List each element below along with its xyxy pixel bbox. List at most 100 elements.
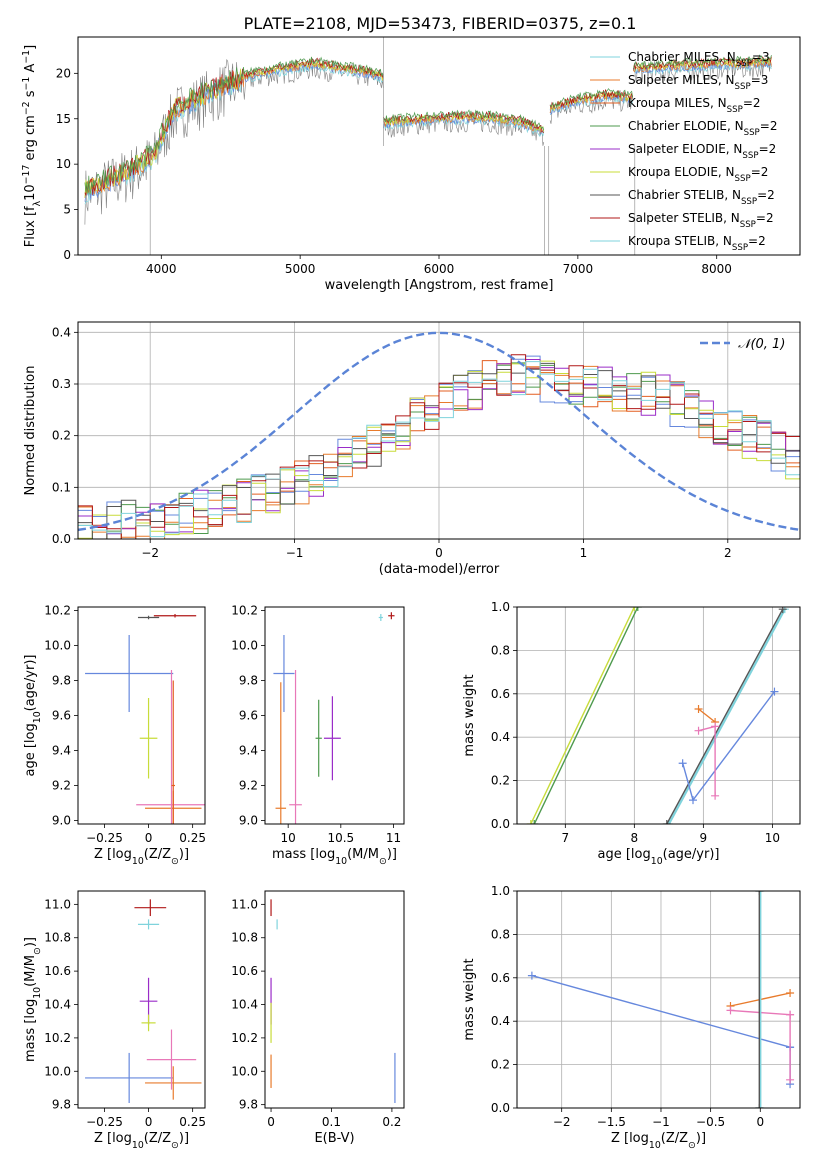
y-tick-label: 10.2 [231,604,258,618]
plot-area [273,612,395,824]
plus-marker [694,726,703,735]
y-tick-label: 9.8 [239,674,258,688]
plus-marker [786,1075,795,1084]
y-tick-label: 9.4 [239,744,258,758]
y-tick-label: 10.8 [44,931,71,945]
plot-area [84,37,772,255]
plus-marker [630,607,639,611]
x-tick-label: −2 [553,1115,571,1129]
plus-marker [756,1104,765,1108]
y-axis-label: age [log10(age/yr)] [23,655,43,777]
x-axis-label: wavelength [Angstrom, rest frame] [325,278,554,293]
plot-area [270,899,396,1103]
y-tick-label: 10.4 [231,998,258,1012]
axes-frame [77,606,206,825]
y-tick-label: 20 [56,66,71,80]
x-tick-label: 4000 [146,262,177,276]
weight-line-kroupa_stelib [667,608,786,824]
x-axis-label: (data-model)/error [379,562,500,577]
axes-frame [264,890,405,1109]
weight-line-chabrier_elodie [533,607,639,824]
plot-area [527,891,795,1108]
y-axis-label: mass weight [462,958,477,1040]
y-tick-label: 9.6 [239,709,258,723]
x-tick-label: 0 [145,1115,153,1129]
y-tick-label: 9.8 [52,1098,71,1112]
legend-entry: Kroupa STELIB, NSSP=2 [628,234,766,253]
legend-entry: Chabrier MILES, NSSP=3 [628,50,770,69]
chart-age-vs-Z: −0.25 0 0.25 9.0 9.2 9.4 9.6 9.8 10.0 10.2 Z [log1… [23,604,206,867]
x-tick-label: 1 [580,546,588,560]
x-tick-label: 0.25 [179,831,206,845]
y-tick-label: 9.0 [52,814,71,828]
legend-entry: Chabrier STELIB, NSSP=2 [628,188,775,207]
y-tick-label: 5 [63,203,71,217]
y-tick-label: 0.0 [491,1101,510,1115]
x-tick-label: 2 [724,546,732,560]
chart-age-vs-mass: 10 10.5 11 9.0 9.2 9.4 9.6 9.8 10.0 10.2 mass [log… [231,604,405,867]
spectrum-line-chabrier_elodie [84,54,772,195]
y-tick-label: 0.4 [52,325,71,339]
x-tick-label: 0.1 [322,1115,341,1129]
chart-massweight-vs-Z: −2 −1.5 −1 −0.5 0 0.0 0.2 0.4 0.6 0.8 1.0 Z [log10(… [462,884,801,1151]
x-tick-label: 0.2 [382,1115,401,1129]
chart-spectrum: 4000 5000 6000 7000 8000 0 5 10 15 20 wavelength [… [21,36,801,293]
x-tick-label: 7 [561,831,569,845]
plot-area [85,614,205,824]
x-tick-label: 10.5 [327,831,354,845]
chart-mass-vs-EBV: 0 0.1 0.2 9.8 10.0 10.2 10.4 10.6 10.8 11.0 E(B-V) [231,890,405,1146]
y-tick-label: 0.1 [52,480,71,494]
y-tick-label: 0.6 [491,971,510,985]
y-tick-label: 10.2 [231,1031,258,1045]
y-tick-label: 9.8 [239,1098,258,1112]
plus-marker [711,791,720,800]
x-tick-label: 0 [435,546,443,560]
x-tick-label: 9 [700,831,708,845]
chart-mass-vs-Z: −0.25 0 0.25 9.8 10.0 10.2 10.4 10.6 10.8 11.0 Z [… [23,890,206,1151]
plus-marker [711,722,720,731]
x-tick-label: 0.25 [179,1115,206,1129]
x-axis-label: age [log10(age/yr)] [598,847,720,867]
y-tick-label: 1.0 [491,600,510,614]
y-tick-label: 9.8 [52,674,71,688]
y-tick-label: 0.4 [491,1014,510,1028]
x-tick-label: −0.25 [86,1115,123,1129]
y-tick-label: 1.0 [491,884,510,898]
legend-entry: Chabrier ELODIE, NSSP=2 [628,119,777,138]
x-axis-label: Z [log10(Z/Z⊙)] [94,847,189,867]
plus-marker [662,820,671,824]
y-tick-label: 10.6 [44,964,71,978]
spectrum-line-data_grey [84,56,772,225]
legend-entry: Kroupa MILES, NSSP=2 [628,96,761,115]
y-axis-label: Flux [fλ10−17 erg cm−2 s−1 A−1] [21,45,43,247]
y-tick-label: 9.0 [239,814,258,828]
plot-area [85,899,202,1103]
weight-line-kroupa_elodie [530,607,635,824]
weight-line-chabrier_stelib [666,608,784,824]
x-tick-label: −1 [652,1115,670,1129]
x-tick-label: 7000 [563,262,594,276]
weight-line-chabrier_miles [531,974,791,1048]
legend-entry: Salpeter STELIB, NSSP=2 [628,211,774,230]
y-tick-label: 0.8 [491,927,510,941]
y-tick-label: 10.2 [44,604,71,618]
legend-entry: Salpeter ELODIE, NSSP=2 [628,142,776,161]
y-tick-label: 11.0 [44,897,71,911]
x-tick-label: 10 [765,831,780,845]
plus-marker [726,1006,735,1015]
plot-area [78,331,800,539]
weight-line-salpeter_miles [698,708,716,723]
plus-marker [786,988,795,997]
y-tick-label: 0.2 [491,1058,510,1072]
plus-marker [755,1104,764,1108]
y-tick-label: 9.2 [52,779,71,793]
x-tick-label: 0 [145,831,153,845]
y-tick-label: 11.0 [231,897,258,911]
y-tick-label: 10.0 [231,1064,258,1078]
y-tick-label: 0.4 [491,730,510,744]
y-tick-label: 10.2 [44,1031,71,1045]
plus-marker [770,687,779,696]
x-tick-label: 8000 [701,262,732,276]
